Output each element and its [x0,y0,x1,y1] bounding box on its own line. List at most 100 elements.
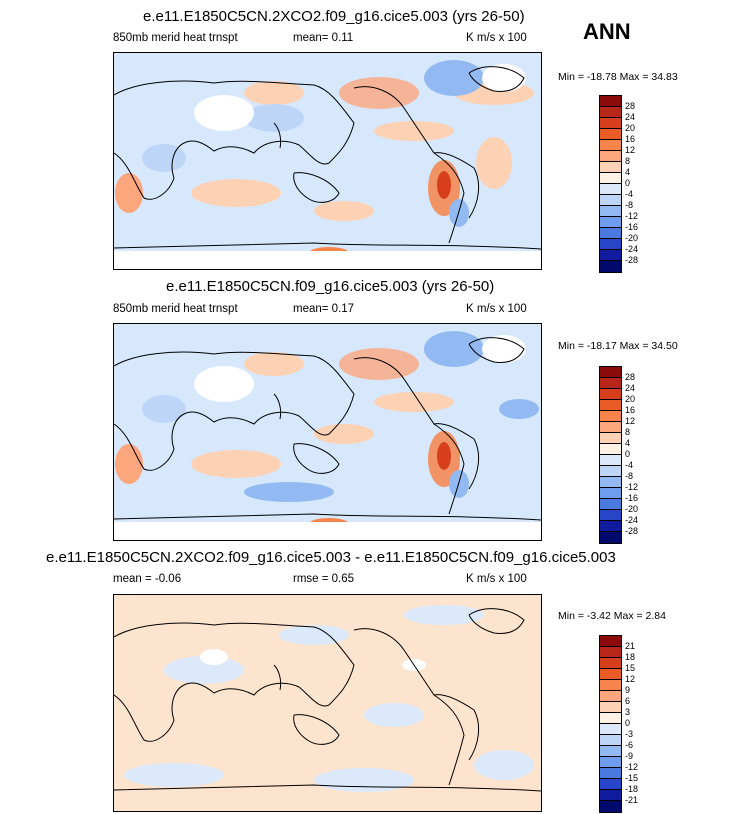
panel-2-colorbar-swatch [600,466,621,477]
panel-2-colorbar-swatch [600,532,621,543]
panel-1-colorbar-swatch [600,129,621,140]
panel-3-mean: mean = -0.06 [113,573,182,585]
panel-1-colorbar-swatch [600,195,621,206]
panel-3-colorbar-label: 0 [625,718,631,728]
panel-1-colorbar [599,95,622,273]
panel-3-colorbar-swatch [600,768,621,779]
panel-2-field-label: 850mb merid heat trnspt [113,303,238,315]
panel-3-colorbar-swatch [600,757,621,768]
panel-2-colorbar-label: 28 [625,372,636,382]
panel-3-colorbar-label: 15 [625,663,636,673]
panel-2-colorbar-swatch [600,411,621,422]
panel-2-colorbar-label: 24 [625,383,636,393]
panel-1-colorbar-label: 12 [625,145,636,155]
panel-1-colorbar-swatch [600,162,621,173]
panel-3-colorbar-swatch [600,746,621,757]
panel-2-title: e.e11.E1850C5CN.f09_g16.cice5.003 (yrs 2… [166,278,495,295]
panel-3-colorbar-label: -9 [625,751,634,761]
panel-3-colorbar-label: 12 [625,674,636,684]
panel-2-colorbar-swatch [600,367,621,378]
panel-1-colorbar-swatch [600,206,621,217]
panel-1-colorbar-swatch [600,261,621,272]
panel-2-colorbar-label: 12 [625,416,636,426]
panel-2-colorbar-label: -20 [625,504,639,514]
panel-3-colorbar-swatch [600,779,621,790]
panel-3-rmse: rmse = 0.65 [293,573,355,585]
panel-3-colorbar-swatch [600,724,621,735]
panel-1-field-label: 850mb merid heat trnspt [113,32,238,44]
panel-3-units: K m/s x 100 [466,573,527,585]
panel-2-colorbar-swatch [600,455,621,466]
panel-3-colorbar-label: 6 [625,696,631,706]
panel-3-colorbar-swatch [600,636,621,647]
panel-3-colorbar-swatch [600,713,621,724]
panel-3-colorbar-label: 3 [625,707,631,717]
panel-1-colorbar-label: 0 [625,178,631,188]
panel-3-colorbar-label: -3 [625,729,634,739]
panel-1-colorbar-label: -16 [625,222,639,232]
panel-2-colorbar-label: 0 [625,449,631,459]
panel-3-colorbar-label: -12 [625,762,639,772]
panel-3-colorbar-swatch [600,790,621,801]
panel-2-colorbar-swatch [600,444,621,455]
panel-2-colorbar-label: -24 [625,515,639,525]
panel-1-colorbar-label: 8 [625,156,631,166]
panel-1-colorbar-swatch [600,184,621,195]
panel-1-colorbar-swatch [600,239,621,250]
panel-2-colorbar-swatch [600,433,621,444]
panel-2-colorbar-label: -16 [625,493,639,503]
panel-1-colorbar-swatch [600,107,621,118]
panel-2-colorbar-label: -12 [625,482,639,492]
panel-3-colorbar-label: -18 [625,784,639,794]
panel-2-units: K m/s x 100 [466,303,527,315]
panel-3-colorbar-swatch [600,702,621,713]
panel-1-min-max: Min = -18.78 Max = 34.83 [558,71,678,83]
panel-1-colorbar-swatch [600,217,621,228]
season-label: ANN [583,19,631,44]
panel-2-colorbar-swatch [600,378,621,389]
panel-3-colorbar-swatch [600,735,621,746]
panel-3-title: e.e11.E1850C5CN.2XCO2.f09_g16.cice5.003 … [46,549,616,566]
panel-1-colorbar-label: -28 [625,255,639,265]
panel-2-colorbar-label: 4 [625,438,631,448]
panel-2-colorbar-swatch [600,477,621,488]
panel-3-colorbar-swatch [600,647,621,658]
panel-3-map [113,594,542,812]
panel-1-colorbar-swatch [600,118,621,129]
panel-1-colorbar-label: -8 [625,200,634,210]
panel-1-colorbar-swatch [600,173,621,184]
panel-2-colorbar-swatch [600,521,621,532]
panel-1-colorbar-label: -24 [625,244,639,254]
panel-1-colorbar-label: -12 [625,211,639,221]
panel-2-colorbar-swatch [600,400,621,411]
panel-2-colorbar-swatch [600,510,621,521]
panel-1-colorbar-label: 20 [625,123,636,133]
panel-3-min-max: Min = -3.42 Max = 2.84 [558,610,666,622]
panel-1-colorbar-label: 24 [625,112,636,122]
panel-3-colorbar-swatch [600,680,621,691]
panel-3-colorbar-swatch [600,801,621,812]
panel-2-colorbar-swatch [600,389,621,400]
panel-1-colorbar-swatch [600,96,621,107]
panel-2-colorbar [599,366,622,544]
panel-1-units: K m/s x 100 [466,32,527,44]
panel-2-colorbar-label: -4 [625,460,634,470]
panel-2-colorbar-label: -8 [625,471,634,481]
panel-2-mean: mean= 0.17 [293,303,355,315]
panel-3-colorbar-swatch [600,658,621,669]
panel-2-colorbar-swatch [600,488,621,499]
panel-1-colorbar-swatch [600,250,621,261]
panel-1-colorbar-swatch [600,140,621,151]
panel-2-colorbar-swatch [600,422,621,433]
panel-1-map [113,52,542,270]
panel-3-colorbar-label: -15 [625,773,639,783]
panel-1-colorbar-label: -4 [625,189,634,199]
panel-1-colorbar-swatch [600,228,621,239]
panel-1-colorbar-swatch [600,151,621,162]
panel-1-colorbar-label: 16 [625,134,636,144]
panel-3-colorbar-label: 9 [625,685,631,695]
panel-1-colorbar-label: 4 [625,167,631,177]
panel-2-colorbar-label: 8 [625,427,631,437]
panel-2-colorbar-label: 20 [625,394,636,404]
panel-3-colorbar-label: -6 [625,740,634,750]
